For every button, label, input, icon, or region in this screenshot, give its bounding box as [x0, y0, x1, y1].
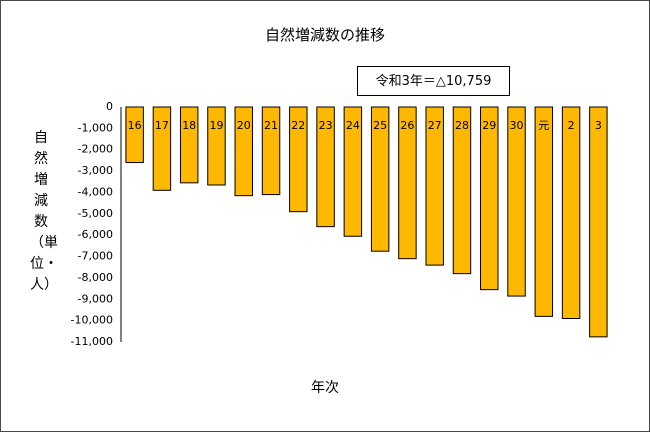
- category-label: 18: [182, 119, 196, 132]
- bar: [589, 106, 608, 338]
- category-label: 29: [482, 119, 496, 132]
- y-tick-label: -3,000: [78, 164, 113, 177]
- bar: [261, 106, 281, 196]
- y-tick-label: -5,000: [78, 207, 113, 220]
- category-label: 30: [510, 119, 524, 132]
- y-tick-label: -9,000: [78, 292, 113, 305]
- y-tick-label: 0: [106, 100, 113, 113]
- category-label: 19: [209, 119, 223, 132]
- y-tick-label: -11,000: [71, 335, 113, 348]
- category-label: 26: [400, 119, 414, 132]
- x-axis-label: 年次: [311, 380, 339, 396]
- category-label: 20: [237, 119, 251, 132]
- bar: [398, 106, 417, 260]
- y-tick-label: -7,000: [78, 250, 113, 263]
- y-tick-label: -10,000: [71, 314, 113, 327]
- category-label: 28: [455, 119, 469, 132]
- bar: [316, 106, 335, 228]
- bar: [480, 106, 499, 291]
- category-label: 22: [291, 119, 305, 132]
- chart-title: 自然増減数の推移: [264, 26, 385, 44]
- bar: [561, 106, 581, 319]
- category-label: 27: [428, 119, 442, 132]
- bar: [207, 106, 226, 186]
- category-label: 25: [373, 119, 387, 132]
- bar: [425, 106, 444, 266]
- category-label: 24: [346, 119, 360, 132]
- bar: [507, 106, 526, 297]
- y-axis-label: 自然増減数（単位・人）: [30, 130, 58, 293]
- y-tick-labels: 0 -1,000 -2,000 -3,000 -4,000 -5,000 -6,000 -7,…: [71, 100, 113, 348]
- category-label: 3: [595, 119, 602, 132]
- category-label: 21: [264, 119, 278, 132]
- y-tick-label: -1,000: [78, 121, 113, 134]
- category-label: 2: [568, 119, 575, 132]
- category-label: 17: [155, 119, 169, 132]
- category-label: 16: [128, 119, 142, 132]
- annotation-box: 令和3年＝△10,759: [357, 66, 510, 96]
- bar: [152, 106, 172, 191]
- bar: [179, 106, 199, 184]
- y-tick-label: -6,000: [78, 228, 113, 241]
- bars: [125, 106, 608, 338]
- bar: [234, 106, 253, 197]
- y-tick-label: -4,000: [78, 185, 113, 198]
- category-label: 23: [319, 119, 333, 132]
- bar: [343, 106, 363, 237]
- y-tick-label: -8,000: [78, 271, 113, 284]
- category-label: 元: [538, 119, 549, 132]
- bar: [289, 106, 308, 213]
- bar: [125, 106, 144, 164]
- bar: [370, 106, 390, 252]
- bar: [534, 106, 554, 317]
- y-tick-label: -2,000: [78, 143, 113, 156]
- bar: [452, 106, 472, 275]
- category-labels: 16 17 18 19 20 21 22 23 24 25 26 27 28 29 30 元 2 3: [128, 119, 602, 132]
